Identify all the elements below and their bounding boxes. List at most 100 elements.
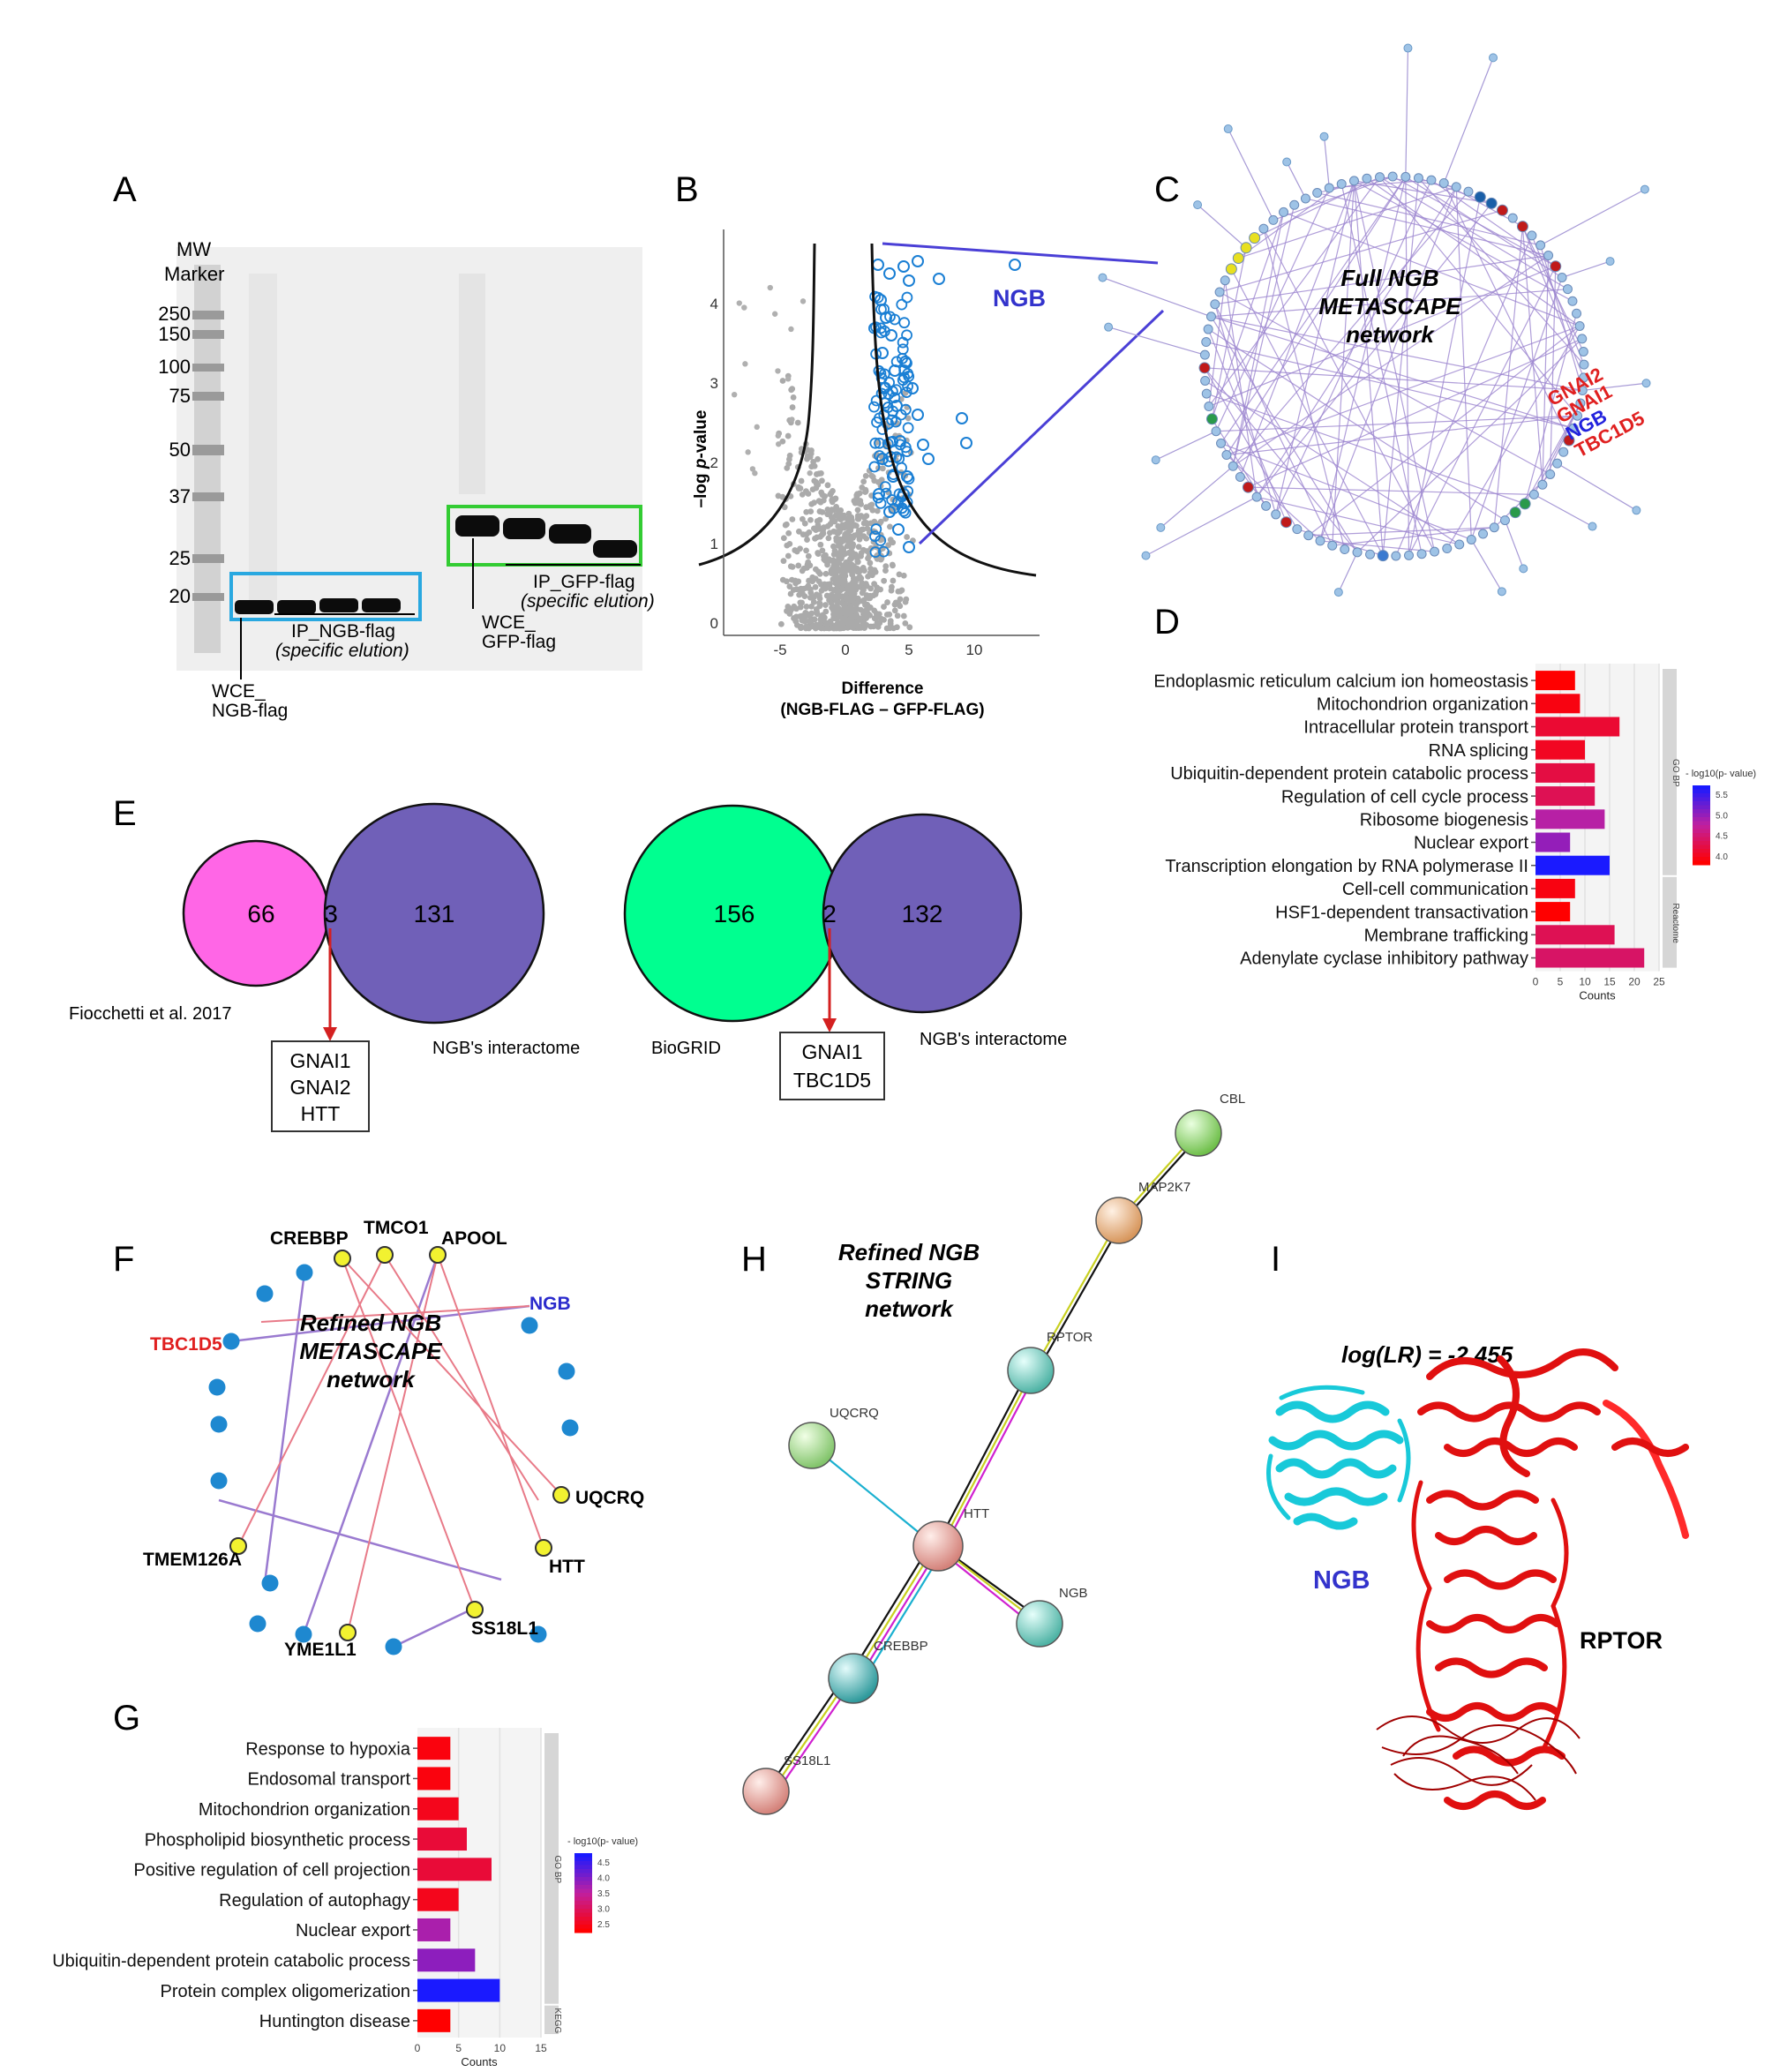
chart-d-bar-2 [1535, 717, 1620, 737]
netf-label-ss18l1: SS18L1 [471, 1618, 538, 1639]
venn1-mid-count: 3 [324, 900, 338, 927]
chart-d-legend-tick-0: 5.5 [1716, 791, 1728, 800]
chart-g-legend-tick-4: 2.5 [597, 1920, 610, 1930]
chart-d-group-1: Reactome [1671, 903, 1680, 943]
panel-letter-i: I [1271, 1240, 1280, 1279]
volcano-threshold-left [698, 243, 816, 567]
string-label-crebbp: CREBBP [874, 1639, 928, 1654]
chart-d-bar-7 [1535, 832, 1571, 852]
chart-d-bar-0 [1535, 671, 1575, 691]
mw-37: 37 [169, 485, 191, 507]
netf-label-crebbp: CREBBP [270, 1228, 349, 1249]
zoom-line-bottom [918, 309, 1165, 545]
chart-g-bar-0 [417, 1737, 451, 1760]
venn1-right-label: NGB's interactome [432, 1039, 580, 1058]
string-node-rptor [1007, 1347, 1055, 1394]
chart-g-group-0: GO BP [552, 1856, 562, 1884]
chart-d-xtick-5: 25 [1653, 976, 1665, 988]
string-node-map2k7 [1095, 1197, 1143, 1244]
string-label-htt: HTT [964, 1506, 989, 1521]
chart-d-category-7: Nuclear export [1414, 834, 1529, 853]
chart-d-category-8: Transcription elongation by RNA polymera… [1165, 857, 1528, 876]
string-label-cbl: CBL [1220, 1092, 1245, 1107]
chart-d-legend-tick-2: 4.5 [1716, 832, 1728, 842]
netc-title-3: network [1346, 321, 1435, 348]
string-label-map2k7: MAP2K7 [1138, 1180, 1190, 1195]
docking-rptor-label: RPTOR [1580, 1627, 1663, 1654]
wce-gfp-label-2: GFP-flag [482, 632, 556, 652]
panel-letter-e: E [113, 794, 137, 833]
string-label-ngb: NGB [1059, 1586, 1088, 1601]
ngb-structure [1266, 1385, 1411, 1530]
chart-d-xlabel: Counts [1579, 989, 1616, 1002]
chart-d-category-1: Mitochondrion organization [1317, 695, 1528, 715]
volcano-y-label-suffix: -value [692, 410, 710, 459]
venn1-right-count: 131 [414, 900, 455, 927]
venn1-left-label: Fiocchetti et al. 2017 [69, 1004, 232, 1024]
mw-25: 25 [169, 547, 191, 569]
volcano-ytick-0: 0 [710, 615, 718, 632]
chart-d-xtick-2: 10 [1579, 976, 1591, 988]
chart-d-category-4: Ubiquitin-dependent protein catabolic pr… [1170, 764, 1528, 784]
ngb-flag-bands [235, 598, 401, 614]
chart-g-legend-title: - log10(p- value) [567, 1836, 638, 1847]
chart-g-xtick-1: 5 [455, 2042, 462, 2054]
string-label-uqcrq: UQCRQ [830, 1406, 879, 1421]
volcano-ytick-3: 3 [710, 375, 718, 392]
volcano-ytick-2: 2 [710, 454, 718, 471]
chart-d-category-10: HSF1-dependent transactivation [1275, 903, 1528, 922]
chart-d-legend-tick-3: 4.0 [1716, 852, 1728, 862]
docking-ngb-label: NGB [1313, 1566, 1370, 1595]
netf-label-htt: HTT [549, 1557, 585, 1577]
chart-d-category-6: Ribosome biogenesis [1360, 811, 1528, 830]
volcano-x-ticks: -5 0 5 10 [773, 642, 982, 658]
chart-g-category-5: Regulation of autophagy [219, 1891, 410, 1911]
mw-50: 50 [169, 439, 191, 461]
chart-d-category-12: Adenylate cyclase inhibitory pathway [1240, 950, 1528, 969]
mw-250: 250 [158, 303, 191, 325]
string-title-3: network [865, 1295, 954, 1322]
chart-d-group-0: GO BP [1671, 759, 1680, 787]
string-node-cbl [1175, 1109, 1222, 1157]
chart-d-bar-10 [1535, 902, 1571, 922]
string-title-2: STRING [866, 1267, 952, 1294]
volcano-y-ticks: 0 1 2 3 4 [710, 296, 718, 632]
netf-label-yme1l1: YME1L1 [284, 1640, 357, 1660]
chart-g-category-6: Nuclear export [296, 1921, 411, 1941]
chart-g-category-2: Mitochondrion organization [199, 1800, 410, 1820]
chart-d-category-0: Endoplasmic reticulum calcium ion homeos… [1153, 672, 1528, 691]
volcano-ngb-label: NGB [993, 285, 1046, 312]
venn2-left-label: BioGRID [651, 1039, 721, 1058]
venn2-gene-2: TBC1D5 [793, 1069, 871, 1092]
chart-g-category-4: Positive regulation of cell projection [133, 1861, 410, 1881]
netf-title-2: METASCAPE [299, 1338, 442, 1364]
chart-g-xtick-0: 0 [415, 2042, 421, 2054]
ip-gfp-sublabel: (specific elution) [521, 591, 655, 612]
marker-header-1: MW [176, 238, 211, 260]
chart-g-bar-8 [417, 1978, 500, 2002]
volcano-threshold-right [870, 243, 1037, 577]
chart-g-category-7: Ubiquitin-dependent protein catabolic pr… [52, 1951, 410, 1971]
volcano-ytick-1: 1 [710, 536, 718, 552]
chart-g-xtick-2: 10 [494, 2042, 507, 2054]
chart-g-bar-6 [417, 1918, 451, 1941]
refined-network-edges [218, 1254, 562, 1648]
volcano-xtick-m5: -5 [773, 642, 786, 658]
marker-bands [192, 311, 224, 601]
venn1-right-circle [323, 802, 545, 1025]
chart-g-bar-2 [417, 1797, 459, 1821]
panel-letter-g: G [113, 1699, 140, 1738]
marker-lane [194, 265, 221, 653]
faint-lane-2 [459, 274, 485, 494]
wce-ngb-label-1: WCE_ [212, 681, 266, 702]
venn1-gene-1: GNAI1 [289, 1049, 350, 1072]
chart-g-group-1: KEGG [552, 2008, 562, 2033]
venn2-left-count: 156 [714, 900, 755, 927]
panel-letter-f: F [113, 1240, 134, 1279]
netf-label-uqcrq: UQCRQ [575, 1488, 644, 1508]
network-spokes [1098, 43, 1651, 597]
chart-d-legend-title: - log10(p- value) [1686, 769, 1756, 779]
netf-label-tmco1: TMCO1 [364, 1218, 429, 1238]
string-label-ss18l1: SS18L1 [784, 1753, 830, 1768]
